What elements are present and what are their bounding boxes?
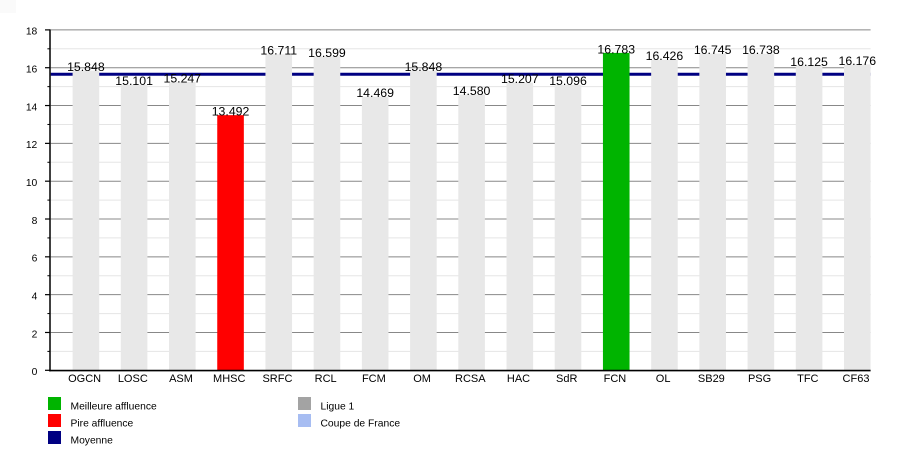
- svg-text:16.738: 16.738: [742, 43, 780, 57]
- svg-text:Coupe de France: Coupe de France: [321, 418, 401, 429]
- svg-text:12: 12: [26, 140, 38, 151]
- svg-text:SB29: SB29: [698, 373, 725, 385]
- svg-text:SRFC: SRFC: [262, 373, 292, 385]
- svg-text:RCSA: RCSA: [455, 373, 486, 385]
- svg-text:OL: OL: [656, 373, 671, 385]
- svg-text:Moyenne: Moyenne: [71, 435, 114, 446]
- svg-text:15.101: 15.101: [115, 74, 153, 88]
- svg-text:CF63: CF63: [843, 373, 870, 385]
- svg-text:Meilleure affluence: Meilleure affluence: [71, 401, 158, 412]
- svg-text:OM: OM: [413, 373, 431, 385]
- svg-text:FCM: FCM: [362, 373, 386, 385]
- svg-text:15.096: 15.096: [549, 74, 587, 88]
- svg-text:PSG: PSG: [748, 373, 771, 385]
- svg-text:15.848: 15.848: [405, 60, 443, 74]
- svg-text:0: 0: [32, 367, 38, 378]
- svg-text:SdR: SdR: [556, 373, 577, 385]
- svg-text:FCN: FCN: [604, 373, 627, 385]
- svg-text:16.176: 16.176: [838, 54, 876, 68]
- svg-text:MHSC: MHSC: [213, 373, 245, 385]
- svg-text:16.783: 16.783: [597, 42, 635, 56]
- svg-text:2: 2: [32, 329, 38, 340]
- svg-text:OGCN: OGCN: [68, 373, 101, 385]
- svg-text:14.580: 14.580: [453, 84, 491, 98]
- svg-text:15.247: 15.247: [164, 71, 202, 85]
- svg-text:18: 18: [26, 27, 38, 38]
- svg-text:TFC: TFC: [797, 373, 818, 385]
- svg-text:6: 6: [32, 254, 38, 265]
- svg-text:RCL: RCL: [315, 373, 337, 385]
- svg-text:8: 8: [32, 216, 38, 227]
- svg-text:LOSC: LOSC: [118, 373, 148, 385]
- svg-text:15.848: 15.848: [67, 60, 105, 74]
- svg-text:16: 16: [26, 65, 38, 76]
- svg-text:16.125: 16.125: [790, 55, 828, 69]
- svg-text:10: 10: [26, 178, 38, 189]
- svg-text:13.492: 13.492: [212, 105, 250, 119]
- svg-text:Pire affluence: Pire affluence: [71, 418, 134, 429]
- svg-text:16.426: 16.426: [646, 49, 684, 63]
- svg-text:4: 4: [32, 291, 38, 302]
- svg-text:14.469: 14.469: [356, 86, 394, 100]
- svg-text:16.711: 16.711: [260, 44, 297, 58]
- svg-text:14: 14: [26, 102, 38, 113]
- svg-text:15.207: 15.207: [501, 72, 539, 86]
- svg-text:16.599: 16.599: [308, 46, 346, 60]
- svg-text:16.745: 16.745: [694, 43, 732, 57]
- svg-text:HAC: HAC: [507, 373, 530, 385]
- svg-text:Ligue 1: Ligue 1: [321, 401, 355, 412]
- svg-text:ASM: ASM: [169, 373, 193, 385]
